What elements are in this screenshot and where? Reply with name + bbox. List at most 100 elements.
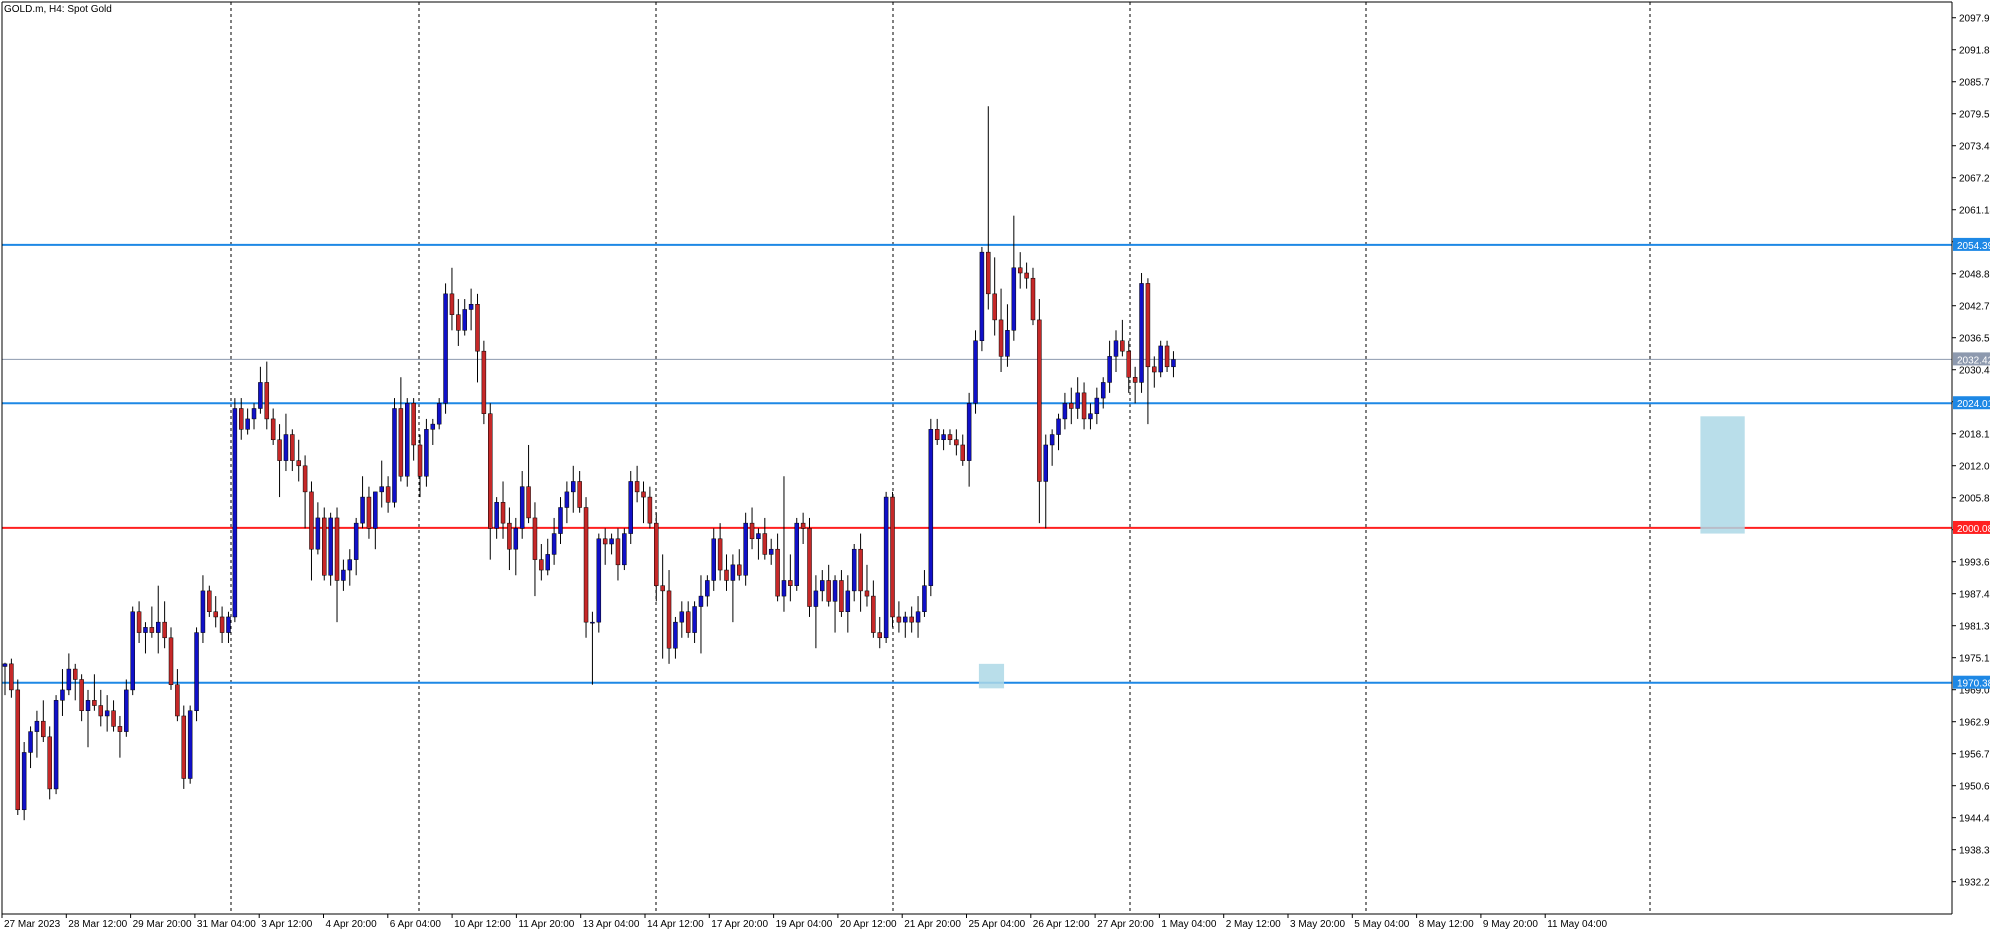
- candle-body: [749, 522, 755, 540]
- y-tick-label: 2061.14: [1959, 206, 1990, 217]
- candle-body: [494, 502, 499, 529]
- candle-body: [392, 408, 397, 503]
- x-tick-label: 3 May 20:00: [1290, 919, 1345, 930]
- candle-body: [998, 319, 1004, 357]
- candle-body: [1132, 376, 1138, 383]
- y-tick-label: 1987.46: [1959, 590, 1990, 601]
- candles: [2, 106, 1176, 821]
- x-tick-label: 21 Apr 20:00: [904, 919, 961, 930]
- candle-body: [813, 590, 819, 607]
- price-axis: 2097.98 2091.84 2085.70 2079.56 2073.42 2067.…: [1952, 14, 1990, 889]
- candle-body: [430, 423, 436, 430]
- x-tick-label: 26 Apr 12:00: [1033, 919, 1090, 930]
- candle-body: [513, 528, 519, 550]
- y-tick-label: 2091.84: [1959, 46, 1990, 57]
- y-tick-label: 1956.76: [1959, 750, 1990, 761]
- candle-body: [903, 616, 908, 623]
- candle-body: [890, 496, 895, 618]
- candle-body: [238, 408, 244, 430]
- candle-body: [934, 429, 940, 441]
- x-tick-label: 17 Apr 20:00: [711, 919, 768, 930]
- candle-body: [915, 611, 921, 623]
- candle-body: [775, 548, 780, 597]
- candle-body: [398, 408, 404, 477]
- candle-body: [98, 705, 104, 717]
- x-tick-label: 31 Mar 04:00: [197, 919, 256, 930]
- y-tick-label: 2012.02: [1959, 462, 1990, 473]
- candle-body: [628, 481, 633, 534]
- candle-body: [698, 595, 704, 607]
- candle-body: [871, 595, 876, 633]
- candle-body: [500, 502, 506, 524]
- candle-body: [851, 548, 857, 592]
- candle-body: [92, 700, 97, 706]
- candle-body: [258, 382, 263, 409]
- candle-body: [130, 611, 135, 691]
- x-tick-label: 10 Apr 12:00: [454, 919, 511, 930]
- x-tick-label: 2 May 12:00: [1226, 919, 1281, 930]
- candle-body: [794, 522, 799, 586]
- candle-body: [654, 522, 659, 586]
- candle-body: [1062, 403, 1068, 420]
- x-tick-label: 3 Apr 12:00: [261, 919, 313, 930]
- candle-body: [149, 627, 155, 633]
- candle-body: [456, 314, 461, 331]
- candle-body: [973, 340, 978, 404]
- price-tag-label: 1970.38: [1957, 679, 1990, 690]
- candle-body: [1088, 413, 1093, 420]
- x-tick-label: 19 Apr 04:00: [776, 919, 833, 930]
- candle-body: [155, 621, 161, 633]
- candle-body: [290, 434, 295, 461]
- candle-body: [928, 429, 934, 586]
- candle-body: [954, 439, 959, 446]
- x-tick-label: 8 May 12:00: [1419, 919, 1474, 930]
- candle-body: [226, 616, 231, 633]
- y-tick-label: 1969.04: [1959, 686, 1990, 697]
- candle-body: [647, 496, 653, 524]
- candle-body: [922, 585, 927, 612]
- candle-body: [1120, 340, 1125, 352]
- candle-body: [175, 684, 180, 717]
- candle-body: [417, 444, 423, 477]
- y-tick-label: 1932.20: [1959, 878, 1990, 889]
- candle-body: [1171, 359, 1176, 368]
- candle-body: [839, 580, 844, 612]
- candle-body: [685, 611, 691, 633]
- candle-body: [475, 304, 480, 352]
- candle-body: [1069, 403, 1074, 409]
- x-tick-label: 4 Apr 20:00: [326, 919, 378, 930]
- candle-body: [966, 403, 972, 461]
- candle-body: [353, 522, 359, 560]
- candle-body: [481, 350, 487, 414]
- candle-body: [117, 726, 123, 732]
- candle-body: [558, 507, 563, 534]
- candle-body: [1100, 382, 1106, 399]
- candle-body: [373, 491, 378, 529]
- candle-body: [519, 486, 525, 529]
- candle-body: [724, 569, 729, 581]
- candle-body: [717, 538, 723, 571]
- candle-body: [264, 382, 270, 420]
- candle-body: [960, 444, 965, 461]
- candle-body: [53, 700, 59, 790]
- candle-body: [986, 251, 991, 295]
- candle-body: [768, 548, 774, 555]
- candle-body: [136, 611, 142, 633]
- candle-body: [15, 689, 21, 811]
- candle-body: [1075, 392, 1080, 409]
- price-tag: [1953, 520, 1990, 534]
- price-tag-label: 2054.39: [1957, 241, 1990, 252]
- x-tick-label: 25 Apr 04:00: [969, 919, 1026, 930]
- candle-body: [660, 585, 665, 592]
- candle-body: [1126, 350, 1132, 378]
- candle-body: [334, 517, 340, 581]
- candle-body: [1049, 434, 1055, 446]
- candle-body: [468, 304, 474, 310]
- candle-body: [207, 590, 212, 612]
- x-tick-label: 20 Apr 12:00: [840, 919, 897, 930]
- candle-body: [385, 486, 391, 503]
- candle-body: [2, 663, 8, 667]
